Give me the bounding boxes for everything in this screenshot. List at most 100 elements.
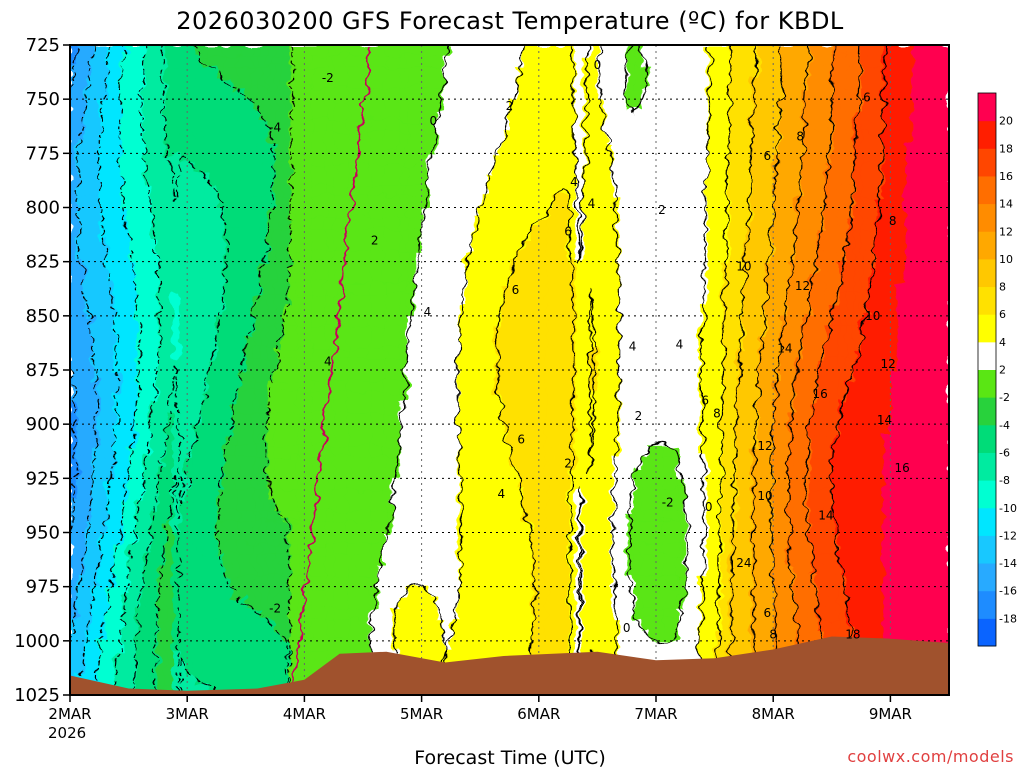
field-cell (245, 391, 254, 404)
field-cell (648, 413, 657, 425)
field-cell (260, 456, 269, 469)
field-cell (472, 630, 481, 642)
field-cell (113, 402, 122, 414)
field-cell (597, 391, 606, 404)
field-cell (399, 413, 408, 425)
field-cell (656, 315, 664, 328)
field-cell (91, 456, 100, 469)
field-cell (538, 565, 547, 577)
field-cell (319, 229, 327, 241)
field-cell (465, 164, 474, 176)
field-cell (128, 120, 137, 133)
field-cell (201, 229, 210, 241)
field-cell (399, 326, 408, 339)
field-cell (333, 261, 342, 274)
field-cell (494, 413, 503, 425)
field-cell (165, 305, 174, 317)
field-cell (619, 435, 628, 447)
field-cell (355, 207, 364, 219)
field-cell (319, 142, 327, 154)
field-cell (179, 413, 188, 425)
field-cell (582, 500, 591, 512)
field-cell (363, 240, 371, 252)
field-cell (575, 467, 584, 479)
field-cell (363, 337, 371, 349)
field-cell (245, 110, 254, 122)
field-cell (670, 88, 679, 100)
field-cell (384, 99, 393, 111)
field-cell (172, 66, 181, 79)
field-cell (289, 326, 298, 339)
field-cell (341, 207, 349, 219)
field-cell (267, 283, 276, 295)
field-cell (304, 391, 313, 404)
field-cell (487, 510, 496, 523)
field-cell (187, 88, 196, 100)
field-cell (414, 337, 423, 349)
field-cell (509, 478, 518, 490)
field-cell (216, 640, 225, 653)
field-cell (516, 283, 525, 295)
field-cell (121, 185, 130, 198)
field-cell (245, 88, 254, 100)
field-cell (275, 218, 284, 230)
field-cell (289, 153, 298, 165)
field-cell (216, 153, 225, 165)
field-cell (531, 402, 540, 414)
field-cell (399, 218, 408, 230)
field-cell (399, 261, 408, 274)
field-cell (384, 478, 393, 490)
field-cell (99, 272, 108, 284)
field-cell (238, 662, 247, 674)
field-cell (612, 543, 620, 555)
field-cell (458, 66, 467, 79)
field-cell (670, 402, 679, 414)
field-cell (231, 402, 240, 414)
field-cell (267, 575, 276, 588)
field-cell (531, 142, 540, 154)
field-cell (70, 153, 78, 165)
field-cell (509, 175, 518, 187)
field-cell (597, 142, 606, 154)
field-cell (223, 370, 232, 382)
field-cell (333, 467, 342, 479)
field-cell (106, 543, 115, 555)
field-cell (663, 370, 672, 382)
field-cell (297, 77, 305, 89)
field-cell (106, 348, 115, 360)
field-cell (560, 575, 569, 588)
field-cell (619, 640, 628, 653)
field-cell (260, 380, 269, 393)
field-cell (370, 478, 379, 490)
field-cell (282, 175, 291, 187)
field-cell (384, 510, 393, 523)
field-cell (553, 45, 562, 57)
field-cell (194, 370, 203, 382)
field-cell (392, 359, 401, 371)
field-cell (553, 456, 562, 469)
field-cell (319, 315, 327, 328)
field-cell (450, 305, 459, 317)
field-cell (187, 532, 196, 544)
field-cell (311, 66, 320, 79)
field-cell (663, 630, 672, 642)
field-cell (663, 77, 672, 89)
field-cell (634, 565, 642, 577)
field-cell (604, 229, 613, 241)
field-cell (135, 185, 144, 198)
field-cell (502, 413, 511, 425)
field-cell (370, 575, 379, 588)
field-cell (165, 283, 174, 295)
field-cell (282, 359, 291, 371)
field-cell (516, 640, 525, 653)
field-cell (282, 196, 291, 209)
field-cell (568, 619, 577, 631)
field-cell (245, 142, 254, 154)
field-cell (113, 261, 122, 274)
field-cell (494, 640, 503, 653)
field-cell (480, 359, 489, 371)
field-cell (238, 424, 247, 436)
field-cell (597, 315, 606, 328)
field-cell (128, 272, 137, 284)
field-cell (275, 630, 284, 642)
